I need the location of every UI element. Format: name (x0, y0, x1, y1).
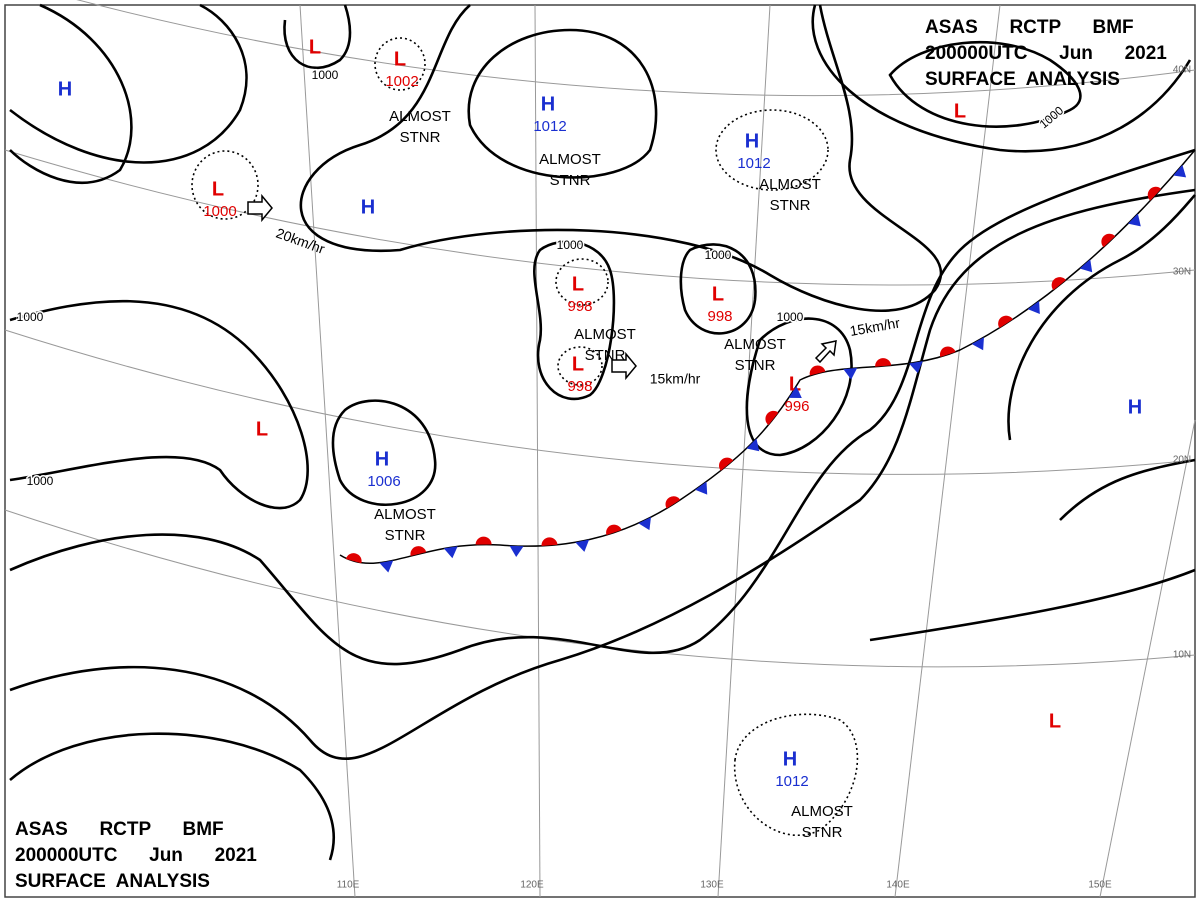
lat-label: 20N (1173, 455, 1191, 466)
note: STNR (770, 197, 811, 214)
center-pressure: 1006 (367, 473, 400, 490)
center-letter: L (954, 100, 966, 122)
note: STNR (550, 172, 591, 189)
note: STNR (585, 347, 626, 364)
center-pressure: 1012 (533, 118, 566, 135)
cold-symbol (1027, 300, 1040, 314)
note: STNR (735, 357, 776, 374)
warm-symbol (410, 546, 427, 557)
warm-symbol (939, 346, 956, 358)
note: ALMOST (724, 336, 786, 353)
note: STNR (802, 824, 843, 841)
warm-symbol (1147, 186, 1162, 201)
center-letter: H (361, 196, 375, 218)
note: ALMOST (374, 506, 436, 523)
header-line: 200000UTC Jun 2021 (15, 845, 257, 866)
lon-label: 130E (700, 880, 724, 891)
cold-symbol (1173, 164, 1187, 178)
header-line: ASAS RCTP BMF (15, 819, 224, 840)
lon-label: 110E (337, 880, 360, 891)
header-line: SURFACE ANALYSIS (925, 69, 1120, 90)
note: ALMOST (389, 108, 451, 125)
center-pressure: 998 (567, 378, 592, 395)
lat-label: 30N (1173, 267, 1191, 278)
isobars (9, 3, 1196, 861)
warm-symbol (765, 410, 779, 426)
header-line: 200000UTC Jun 2021 (925, 43, 1167, 64)
warm-symbol (809, 365, 826, 376)
note: STNR (385, 527, 426, 544)
isobar-label: 1000 (17, 310, 44, 324)
center-letter: H (745, 130, 759, 152)
cold-symbol (695, 481, 708, 495)
warm-symbol (665, 496, 681, 509)
warm-symbol (1101, 233, 1116, 248)
warm-symbol (541, 537, 558, 547)
cold-symbol (1079, 259, 1093, 273)
center-letter: L (1049, 710, 1061, 732)
note: ALMOST (574, 326, 636, 343)
center-letter: H (783, 748, 797, 770)
center-letter: L (394, 48, 406, 70)
note: STNR (400, 129, 441, 146)
isobar-label: 1000 (27, 474, 54, 488)
center-letter: L (572, 353, 584, 375)
center-letter: L (212, 178, 224, 200)
lat-label: 40N (1173, 65, 1191, 76)
isobar-label: 1000 (312, 68, 339, 82)
center-pressure: 1012 (775, 773, 808, 790)
center-letter: H (375, 448, 389, 470)
warm-symbol (475, 536, 492, 545)
cold-symbol (843, 367, 858, 380)
isobar-label: 1000 (777, 310, 804, 324)
center-pressure: 998 (707, 308, 732, 325)
lat-label: 10N (1173, 650, 1191, 661)
stationary-front (339, 149, 1196, 564)
warm-symbol (345, 553, 362, 564)
center-letter: H (541, 93, 555, 115)
cold-symbol (575, 539, 590, 552)
lon-label: 150E (1088, 880, 1112, 891)
note: ALMOST (791, 803, 853, 820)
warm-symbol (719, 457, 734, 471)
center-letter: L (712, 283, 724, 305)
lon-label: 140E (886, 880, 910, 891)
center-pressure: 998 (567, 298, 592, 315)
cold-symbol (509, 545, 524, 557)
center-letter: H (1128, 396, 1142, 418)
cold-symbol (1128, 213, 1141, 227)
center-letter: L (572, 273, 584, 295)
note: ALMOST (759, 176, 821, 193)
center-pressure: 996 (784, 398, 809, 415)
cold-symbol (379, 560, 394, 573)
warm-symbol (1051, 277, 1066, 291)
center-pressure: 1002 (385, 73, 418, 90)
cold-symbol (638, 517, 651, 531)
isobar-label: 1000 (705, 248, 732, 262)
motion-label: 15km/hr (650, 371, 701, 387)
center-letter: L (789, 373, 801, 395)
center-letter: L (256, 418, 268, 440)
header-line: SURFACE ANALYSIS (15, 871, 210, 892)
warm-symbol (875, 358, 892, 367)
isobar-label: 1000 (557, 238, 584, 252)
center-letter: L (309, 36, 321, 58)
center-letter: H (58, 78, 72, 100)
header-line: ASAS RCTP BMF (925, 17, 1134, 38)
warm-symbol (606, 524, 622, 536)
cold-symbol (788, 386, 802, 398)
lon-label: 120E (520, 880, 544, 891)
warm-symbol (998, 315, 1013, 328)
cold-symbol (909, 361, 923, 374)
map-frame (4, 4, 1196, 898)
motion-arrows (247, 193, 837, 381)
cold-symbol (971, 337, 984, 351)
cold-symbol (443, 546, 458, 559)
center-pressure: 1000 (203, 203, 236, 220)
cold-symbol (746, 438, 760, 452)
note: ALMOST (539, 151, 601, 168)
center-pressure: 1012 (737, 155, 770, 172)
